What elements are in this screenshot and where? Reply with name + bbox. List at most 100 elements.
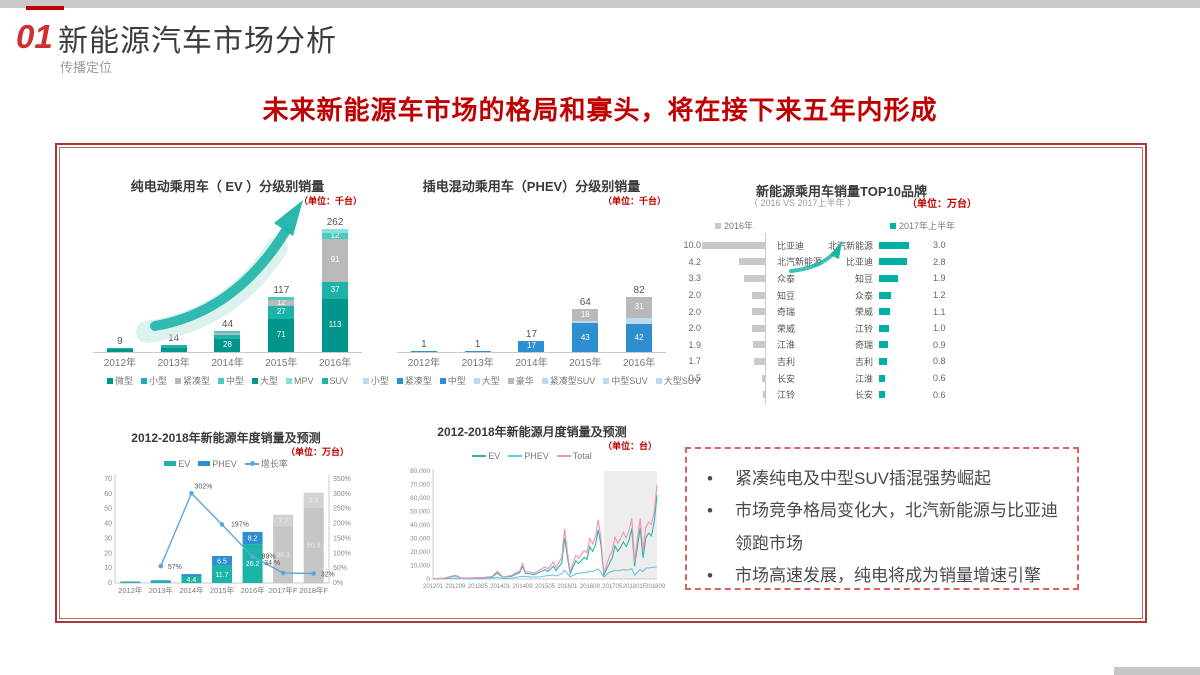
top10-row: 2.0 奇瑞 荣威 1.1 — [679, 303, 1134, 320]
svg-text:57%: 57% — [168, 564, 182, 571]
brand-bar — [879, 274, 898, 282]
legend-swatch — [217, 377, 224, 384]
brand-name: 荣威 — [854, 307, 873, 318]
bar-stack — [464, 351, 491, 352]
brand-bar — [879, 374, 885, 382]
brand-bar — [738, 258, 765, 266]
legend-swatch — [244, 460, 259, 466]
legend-item: 中型 — [439, 374, 466, 387]
svg-text:201305: 201305 — [468, 584, 489, 590]
legend-swatch — [286, 377, 293, 384]
bar-area — [879, 391, 931, 399]
page-subtitle: 传播定位 — [60, 60, 113, 75]
bar-total: 64 — [579, 297, 591, 309]
brand-name: 江淮 — [777, 340, 796, 351]
bar-segment: 37 — [322, 281, 349, 299]
headline: 未来新能源车市场的格局和寡头，将在接下来五年内形成 — [262, 95, 938, 125]
brand-name: 江淮 — [854, 373, 873, 384]
svg-text:302%: 302% — [194, 483, 212, 490]
legend-swatch — [556, 455, 571, 457]
svg-text:201801F: 201801F — [623, 584, 647, 590]
svg-text:10,000: 10,000 — [410, 563, 430, 570]
legend-item: 紧凑型 — [174, 374, 210, 387]
svg-text:201809F: 201809F — [645, 584, 665, 590]
legend-label: EV — [488, 451, 501, 461]
svg-text:2015年: 2015年 — [210, 585, 235, 595]
chart-title: 纯电动乘用车（ EV ）分级别销量 — [130, 179, 325, 194]
svg-text:50,000: 50,000 — [410, 509, 430, 516]
bar-total: 14 — [168, 333, 180, 345]
brand-bar — [879, 341, 888, 349]
bar-segment: 17 — [518, 340, 545, 352]
chart-ev: 纯电动乘用车（ EV ）分级别销量 （单位：千台） 9 14 44 28 117 12 27… — [85, 170, 370, 400]
bar-area — [879, 241, 931, 249]
bar-area — [879, 291, 931, 299]
brand-bar — [879, 391, 885, 399]
chart-title: 2012-2018年新能源年度销量及预测 — [131, 431, 321, 445]
brand-name: 比亚迪 — [777, 240, 805, 251]
legend-item: 紧凑型SUV — [541, 374, 595, 387]
bar-area — [879, 374, 931, 382]
bar-area — [879, 357, 931, 365]
page-title: 新能源汽车市场分析 — [58, 25, 337, 58]
brand-bar — [752, 308, 765, 316]
svg-text:80,000: 80,000 — [410, 468, 430, 475]
legend-item: PHEV — [508, 451, 549, 461]
brand-name: 知豆 — [777, 290, 796, 301]
legend-item: 增长率 — [244, 457, 288, 470]
legend-label: SUV — [329, 375, 349, 386]
svg-text:20,000: 20,000 — [410, 549, 430, 556]
brand-value: 0.6 — [933, 373, 946, 384]
legend-label: 大型 — [481, 376, 500, 386]
svg-text:30,000: 30,000 — [410, 536, 430, 543]
legend-label: 紧凑型 — [404, 376, 432, 386]
annual-plot: 0 10 20 30 40 50 60 70 0% 50% 100% 150% 200% 250% 300%… — [104, 475, 351, 595]
legend-label: 中型 — [225, 376, 244, 386]
chart-monthly: 2012-2018年新能源月度销量及预测 （单位：台） EV PHEV Total … — [399, 417, 665, 609]
bar-area — [879, 324, 931, 332]
legend-label: 大型SUV — [663, 376, 701, 386]
svg-text:300%: 300% — [333, 491, 351, 498]
svg-text:0%: 0% — [333, 580, 343, 587]
brand-value: 2.8 — [933, 256, 946, 267]
legend-label: 小型 — [148, 376, 167, 386]
svg-text:2012年: 2012年 — [118, 585, 143, 595]
bar-segment: 42 — [626, 323, 653, 352]
bar-area — [701, 241, 765, 249]
bar-area — [701, 324, 765, 332]
svg-text:201505: 201505 — [535, 584, 556, 590]
legend-item: 紧凑型 — [396, 374, 432, 387]
legend-swatch — [715, 222, 721, 229]
brand-name: 北汽新能源 — [777, 257, 823, 268]
bottom-strip — [1114, 667, 1200, 675]
brand-name: 长安 — [854, 390, 873, 401]
insight-item: 市场竞争格局变化大，北汽新能源与比亚迪领跑市场 — [701, 495, 1059, 560]
bar-stack: 28 — [214, 331, 241, 352]
svg-text:2018年F: 2018年F — [299, 585, 328, 595]
brand-value: 10.0 — [683, 240, 701, 251]
annual-ev-bar — [212, 565, 232, 583]
bar-stack — [106, 347, 133, 352]
bar-total: 82 — [633, 285, 645, 297]
brand-name: 江铃 — [854, 323, 873, 334]
bar-segment: 91 — [322, 238, 349, 282]
chart-unit-label: （单位：千台） — [298, 196, 362, 206]
legend-item: 微型 — [106, 374, 133, 387]
svg-text:32%: 32% — [321, 571, 335, 578]
section-number: 01 — [16, 18, 53, 55]
top-strip — [0, 0, 1200, 8]
bar-stack: 12 27 71 — [268, 297, 295, 352]
bar-total: 44 — [221, 319, 234, 331]
legend-swatch — [174, 377, 181, 384]
bar-total: 9 — [117, 335, 123, 347]
brand-value: 3.3 — [688, 273, 701, 284]
top10-row: 2.0 知豆 众泰 1.2 — [679, 287, 1134, 304]
brand-value: 3.0 — [933, 240, 946, 251]
bar-category: 2015年 — [569, 358, 602, 369]
monthly-plot: 0 10,000 20,000 30,000 40,000 50,000 60,000 70,… — [410, 468, 665, 590]
svg-text:30: 30 — [104, 535, 112, 542]
brand-name: 众泰 — [854, 290, 873, 301]
bar-category: 2016年 — [622, 358, 656, 369]
bar-total: 1 — [474, 339, 481, 351]
